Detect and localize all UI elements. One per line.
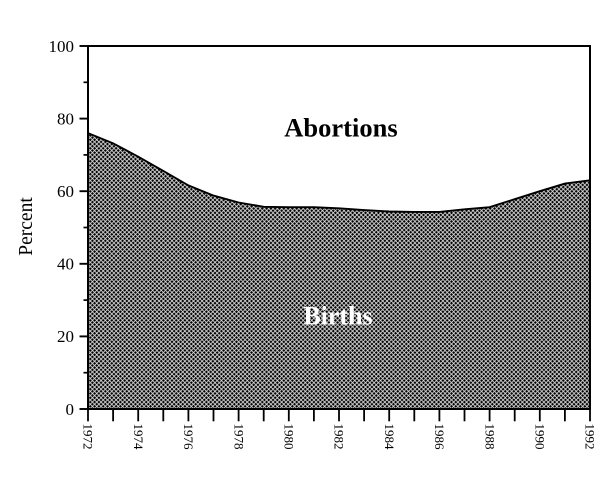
svg-text:20: 20	[57, 327, 74, 346]
svg-text:Births: Births	[303, 302, 372, 331]
svg-text:1984: 1984	[382, 424, 397, 451]
svg-text:1982: 1982	[332, 424, 347, 450]
svg-text:1976: 1976	[181, 424, 196, 451]
svg-text:1972: 1972	[81, 424, 96, 450]
svg-text:1974: 1974	[131, 424, 146, 451]
svg-text:1980: 1980	[282, 424, 297, 450]
svg-text:Percent: Percent	[16, 197, 37, 256]
svg-text:100: 100	[49, 37, 75, 56]
svg-text:1988: 1988	[482, 424, 497, 450]
svg-text:1986: 1986	[432, 424, 447, 451]
svg-text:40: 40	[57, 255, 74, 274]
svg-text:0: 0	[66, 400, 75, 419]
svg-text:Abortions: Abortions	[284, 113, 397, 143]
svg-text:1992: 1992	[583, 424, 598, 450]
svg-text:60: 60	[57, 182, 74, 201]
svg-text:1978: 1978	[231, 424, 246, 450]
svg-text:1990: 1990	[533, 424, 548, 450]
svg-text:80: 80	[57, 109, 74, 128]
